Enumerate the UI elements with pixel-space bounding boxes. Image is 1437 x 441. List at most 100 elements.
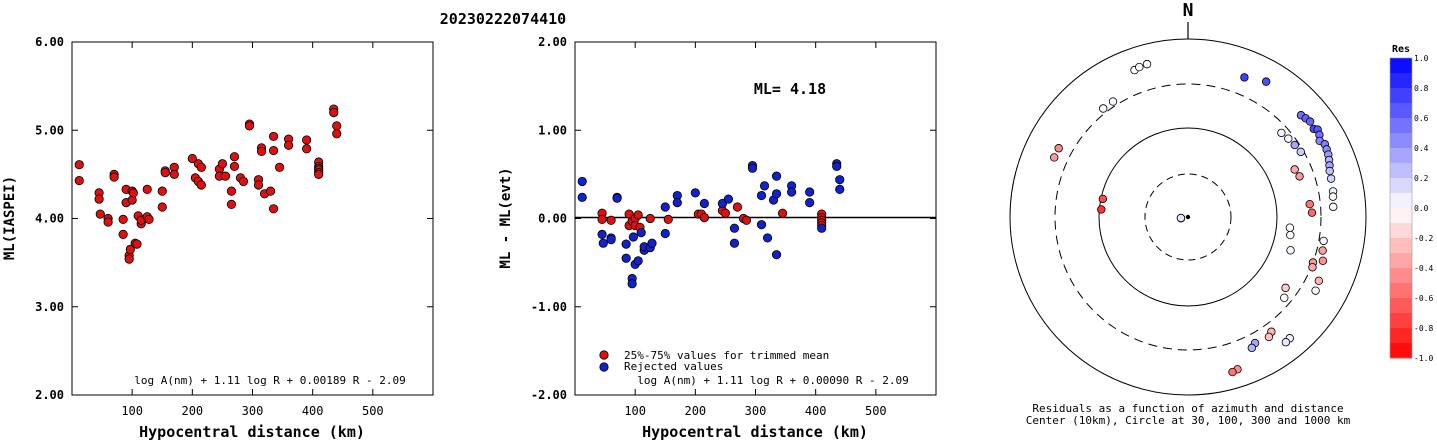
colorbar-cell — [1390, 253, 1412, 269]
data-point — [238, 176, 249, 187]
colorbar-tick-label: 0.4 — [1414, 144, 1429, 153]
x-tick-label: 300 — [745, 404, 767, 418]
y-tick-label: 6.00 — [35, 35, 64, 49]
data-point — [577, 192, 587, 202]
data-point — [253, 180, 264, 190]
ring-dashed-small — [1144, 173, 1232, 261]
station-marker — [1305, 200, 1314, 209]
data-point — [817, 223, 827, 233]
x-axis-label: Hypocentral distance (km) — [642, 423, 868, 441]
colorbar-cell — [1390, 268, 1412, 284]
data-point — [187, 153, 197, 164]
x-tick-label: 300 — [242, 404, 264, 418]
data-point — [196, 162, 206, 172]
data-point — [144, 214, 154, 224]
ml-residual-chart: -2.00 -1.00 0.00 1.00 2.00 100 200 300 400 500 M… — [498, 35, 937, 441]
station-marker — [1318, 246, 1327, 255]
data-point — [124, 254, 134, 264]
data-point — [729, 238, 740, 248]
station-marker — [1308, 263, 1317, 272]
legend-marker-rejected — [599, 362, 609, 372]
colorbar-cell — [1390, 73, 1412, 89]
x-tick-label: 400 — [302, 404, 324, 418]
x-tick-label: 200 — [181, 404, 203, 418]
y-tick-label: 5.00 — [35, 123, 64, 137]
data-point — [157, 186, 167, 196]
y-tick-label: 3.00 — [35, 300, 64, 314]
data-point — [771, 171, 782, 181]
station-marker — [1314, 276, 1324, 286]
x-axis-ticks: 100 200 300 400 500 — [624, 42, 887, 418]
station-marker — [1228, 367, 1237, 377]
data-point — [598, 238, 608, 248]
station-marker — [1135, 62, 1144, 72]
colorbar-labels: 1.0 0.8 0.6 0.4 0.2 0.0 -0.2 -0.4 -0.6 -0.8 -1.0 — [1414, 54, 1433, 363]
data-point — [747, 163, 758, 173]
y-axis-ticks: 2.00 3.00 4.00 5.00 6.00 — [35, 35, 433, 402]
data-point — [125, 244, 135, 254]
station-marker — [1264, 332, 1274, 342]
data-point — [217, 159, 228, 169]
ring-dashed-large — [1054, 83, 1322, 351]
data-point — [835, 175, 845, 185]
data-point — [633, 256, 643, 266]
data-point — [226, 186, 237, 196]
data-point — [621, 239, 631, 249]
data-point — [723, 194, 734, 204]
data-point — [771, 189, 782, 199]
colorbar-cell — [1390, 178, 1412, 194]
legend: 25%-75% values for trimmed mean Rejected… — [599, 349, 829, 373]
colorbar-cell — [1390, 193, 1412, 209]
colorbar-cell — [1390, 328, 1412, 344]
station-marker — [1281, 283, 1290, 293]
colorbar-cell — [1390, 58, 1412, 74]
data-point — [720, 208, 731, 218]
formula-label: log A(nm) + 1.11 log R + 0.00189 R - 2.0… — [134, 374, 406, 387]
colorbar-cell — [1390, 208, 1412, 224]
ring-solid-inner — [1098, 127, 1278, 307]
y-tick-label: -2.00 — [531, 388, 567, 402]
station-marker — [1261, 77, 1271, 86]
data-point — [628, 232, 638, 242]
station-marker — [1240, 73, 1249, 82]
data-point — [636, 228, 646, 238]
data-point — [95, 209, 105, 219]
station-marker — [1318, 256, 1328, 266]
colorbar-tick-label: -1.0 — [1414, 354, 1433, 363]
data-point — [268, 145, 279, 156]
data-point — [832, 161, 842, 172]
x-tick-label: 500 — [362, 404, 384, 418]
epicenter-dot — [1185, 214, 1191, 220]
data-point — [196, 180, 206, 190]
data-point — [226, 199, 237, 209]
data-point — [660, 228, 670, 239]
station-marker — [1290, 140, 1299, 150]
station-marker — [1280, 293, 1289, 302]
y-axis-label: ML(IASPEI) — [2, 176, 18, 260]
station-marker — [1097, 205, 1106, 214]
data-point — [268, 131, 279, 142]
station-marker — [1247, 343, 1257, 353]
colorbar-tick-label: 0.2 — [1414, 174, 1429, 183]
data-point — [805, 187, 815, 197]
data-point — [103, 217, 113, 227]
colorbar-tick-label: -0.2 — [1414, 234, 1433, 243]
colorbar-cell — [1390, 133, 1412, 149]
data-point — [265, 186, 276, 196]
data-point — [74, 160, 84, 170]
y-tick-label: 2.00 — [538, 35, 567, 49]
data-point — [663, 214, 673, 224]
station-markers — [1050, 59, 1338, 377]
data-point — [314, 169, 324, 179]
data-point — [118, 229, 128, 239]
data-point — [690, 188, 700, 198]
data-point — [128, 188, 138, 198]
data-points — [577, 159, 845, 289]
data-point — [74, 175, 84, 186]
data-point — [612, 193, 622, 203]
x-axis-ticks: 100 200 300 400 500 — [121, 42, 384, 418]
data-point — [621, 253, 631, 263]
data-point — [597, 229, 607, 239]
data-point — [132, 239, 142, 249]
residual-colorbar: Res 1.0 0.8 0.6 0.4 0.2 0.0 -0.2 -0.4 -0.6 -0.8 -1… — [1389, 44, 1433, 363]
